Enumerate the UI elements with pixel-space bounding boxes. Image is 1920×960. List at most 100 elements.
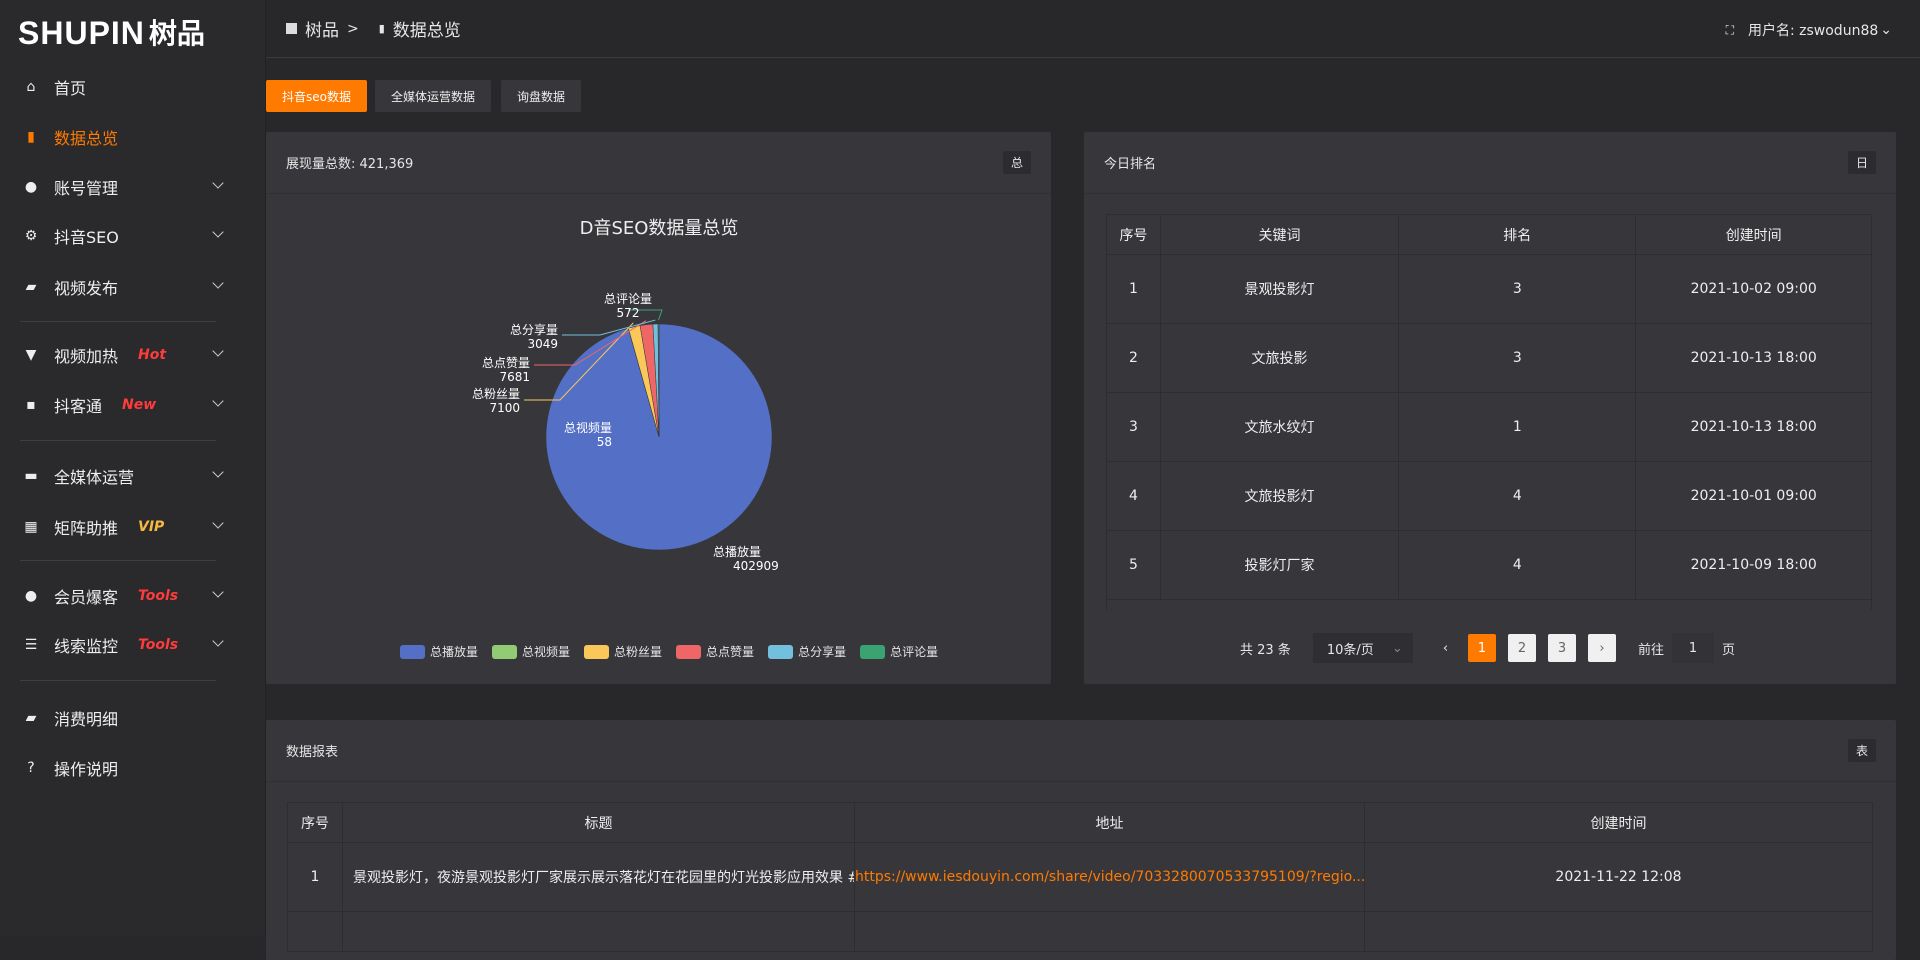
legend-item[interactable]: 总粉丝量	[584, 643, 662, 660]
table-header: 序号 关键词 排名 创建时间	[1106, 214, 1872, 255]
legend-swatch	[584, 644, 610, 659]
monitor-icon: ▬	[24, 468, 38, 484]
chevron-down-icon	[212, 345, 224, 357]
table-cell: 2021-11-22 12:08	[1364, 842, 1873, 912]
page-2[interactable]: 2	[1508, 634, 1537, 662]
sidebar-item[interactable]: ▰ 视频发布	[0, 267, 266, 307]
breadcrumb-root[interactable]: 树品	[305, 21, 339, 41]
table-tag[interactable]: 表	[1847, 739, 1876, 762]
goto-page-input[interactable]: 1	[1672, 633, 1715, 663]
breadcrumb-separator: >	[347, 20, 359, 37]
legend-item[interactable]: 总评论量	[860, 643, 938, 660]
table-cell: 4	[1106, 461, 1161, 531]
table-row[interactable]: 5 投影灯厂家 4 2021-10-09 18:00	[1106, 530, 1872, 600]
sidebar-badge: VIP	[138, 519, 165, 535]
column-header: 序号	[1106, 214, 1161, 255]
page-1[interactable]: 1	[1468, 634, 1497, 662]
pagination: 共 23 条 10条/页 ⌄ ‹ 1 2 3 › 前往 1 页	[1240, 633, 1735, 663]
sidebar-item-label: 视频发布	[54, 279, 119, 298]
logo[interactable]: SHUPIN 树品	[18, 15, 205, 51]
sidebar-item[interactable]: ▬ 全媒体运营	[0, 456, 266, 496]
legend-item[interactable]: 总视频量	[492, 643, 570, 660]
table-cell: 2021-10-01 09:00	[1635, 461, 1872, 531]
tab-all-media[interactable]: 全媒体运营数据	[375, 80, 492, 112]
page-3[interactable]: 3	[1548, 634, 1577, 662]
table-cell: 2021-10-02 09:00	[1635, 254, 1872, 324]
sidebar-item[interactable]: ⚙ 抖音SEO	[0, 216, 266, 256]
legend-item[interactable]: 总播放量	[400, 643, 478, 660]
table-header: 序号 标题 地址 创建时间	[287, 802, 1873, 843]
sidebar-badge: Hot	[138, 347, 167, 363]
page-unit: 页	[1722, 642, 1736, 658]
table-cell: 1	[1398, 392, 1637, 462]
header: 树品 > ▮ 数据总览 ⛶ 用户名: zswodun88 ⌄	[266, 0, 1920, 58]
prev-page-button[interactable]: ‹	[1442, 640, 1449, 656]
table-cell: 5	[1106, 530, 1161, 600]
sidebar-item-label: 抖音SEO	[54, 228, 119, 247]
day-tag[interactable]: 日	[1847, 151, 1876, 174]
table-row	[287, 911, 1873, 952]
breadcrumb-current: 数据总览	[392, 21, 461, 41]
page-size-select[interactable]: 10条/页 ⌄	[1312, 633, 1413, 663]
table-row[interactable]: 2 文旅投影 3 2021-10-13 18:00	[1106, 323, 1872, 393]
sidebar-item-label: 消费明细	[54, 710, 119, 729]
table-cell: 文旅投影	[1159, 323, 1400, 393]
chevron-down-icon	[212, 517, 224, 529]
report-table: 序号 标题 地址 创建时间 1 景观投影灯，夜游景观投影灯厂家展示展示落花灯在花园里的灯光…	[287, 802, 1873, 952]
card-title: 数据报表	[286, 745, 339, 760]
camera-icon: ▰	[25, 279, 37, 295]
table-cell[interactable]: https://www.iesdouyin.com/share/video/70…	[854, 842, 1365, 912]
tab-douyin-seo[interactable]: 抖音seo数据	[266, 80, 367, 112]
chevron-down-icon	[212, 466, 224, 478]
user-menu[interactable]: 用户名: zswodun88	[1747, 23, 1879, 39]
sidebar-badge: Tools	[138, 637, 179, 653]
tab-inquiry[interactable]: 询盘数据	[501, 80, 582, 112]
sidebar-item-label: 抖客通	[54, 397, 103, 416]
home-icon: ⌂	[26, 79, 36, 95]
sidebar-item[interactable]: ? 操作说明	[0, 748, 266, 788]
table-cell: 景观投影灯，夜游景观投影灯厂家展示展示落花灯在花园里的灯光投影应用效果 #	[342, 842, 855, 912]
bar-chart-icon: ▮	[27, 129, 35, 145]
table-cell: 投影灯厂家	[1159, 530, 1400, 600]
chevron-down-icon	[212, 177, 224, 189]
sidebar-item[interactable]: ⌂ 首页	[0, 67, 266, 107]
divider	[20, 321, 216, 322]
card-title: 展现量总数: 421,369	[286, 157, 414, 172]
next-page-button[interactable]: ›	[1588, 634, 1617, 662]
divider	[20, 560, 216, 561]
chevron-down-icon	[212, 226, 224, 238]
legend-item[interactable]: 总点赞量	[676, 643, 754, 660]
column-header: 地址	[854, 802, 1365, 843]
legend-label: 总视频量	[522, 645, 571, 659]
table-cell: 2021-10-13 18:00	[1635, 392, 1872, 462]
legend-swatch	[492, 644, 518, 659]
user-icon: ●	[24, 588, 38, 604]
sidebar-item[interactable]: ▮ 数据总览	[0, 117, 266, 157]
fullscreen-icon[interactable]: ⛶	[1725, 22, 1734, 37]
sidebar-item-label: 视频加热	[54, 347, 119, 366]
sidebar-item[interactable]: ☰ 线索监控 Tools	[0, 625, 266, 665]
table-cell: 1	[287, 842, 343, 912]
sidebar-item[interactable]: ▪ 抖客通 New	[0, 385, 266, 425]
sidebar-item-label: 线索监控	[54, 637, 119, 656]
table-cell: 2021-10-13 18:00	[1635, 323, 1872, 393]
chart-legend: 总播放量 总视频量 总粉丝量 总点赞量 总分享量 总评论量	[400, 643, 942, 660]
table-row[interactable]: 1 景观投影灯 3 2021-10-02 09:00	[1106, 254, 1872, 324]
user-icon: ●	[24, 179, 38, 195]
table-cell: 2	[1106, 323, 1161, 393]
table-cell: 4	[1398, 461, 1637, 531]
table-row[interactable]: 4 文旅投影灯 4 2021-10-01 09:00	[1106, 461, 1872, 531]
chevron-down-icon[interactable]: ⌄	[1880, 22, 1892, 38]
sidebar-item[interactable]: ● 账号管理	[0, 167, 266, 207]
sidebar-item[interactable]: ▼ 视频加热 Hot	[0, 335, 266, 375]
sidebar-item-label: 首页	[54, 79, 87, 98]
table-row[interactable]: 1 景观投影灯，夜游景观投影灯厂家展示展示落花灯在花园里的灯光投影应用效果 # ht…	[287, 842, 1873, 912]
sidebar-item[interactable]: ▰ 消费明细	[0, 698, 266, 738]
sidebar-item[interactable]: ● 会员爆客 Tools	[0, 576, 266, 616]
column-header: 序号	[287, 802, 343, 843]
total-tag[interactable]: 总	[1002, 151, 1031, 174]
ranking-table: 序号 关键词 排名 创建时间 1 景观投影灯 3 2021-10-02 09:00 2 文旅投影 3…	[1106, 214, 1872, 600]
table-row[interactable]: 3 文旅水纹灯 1 2021-10-13 18:00	[1106, 392, 1872, 462]
legend-item[interactable]: 总分享量	[768, 643, 846, 660]
sidebar-item[interactable]: ▦ 矩阵助推 VIP	[0, 507, 266, 547]
